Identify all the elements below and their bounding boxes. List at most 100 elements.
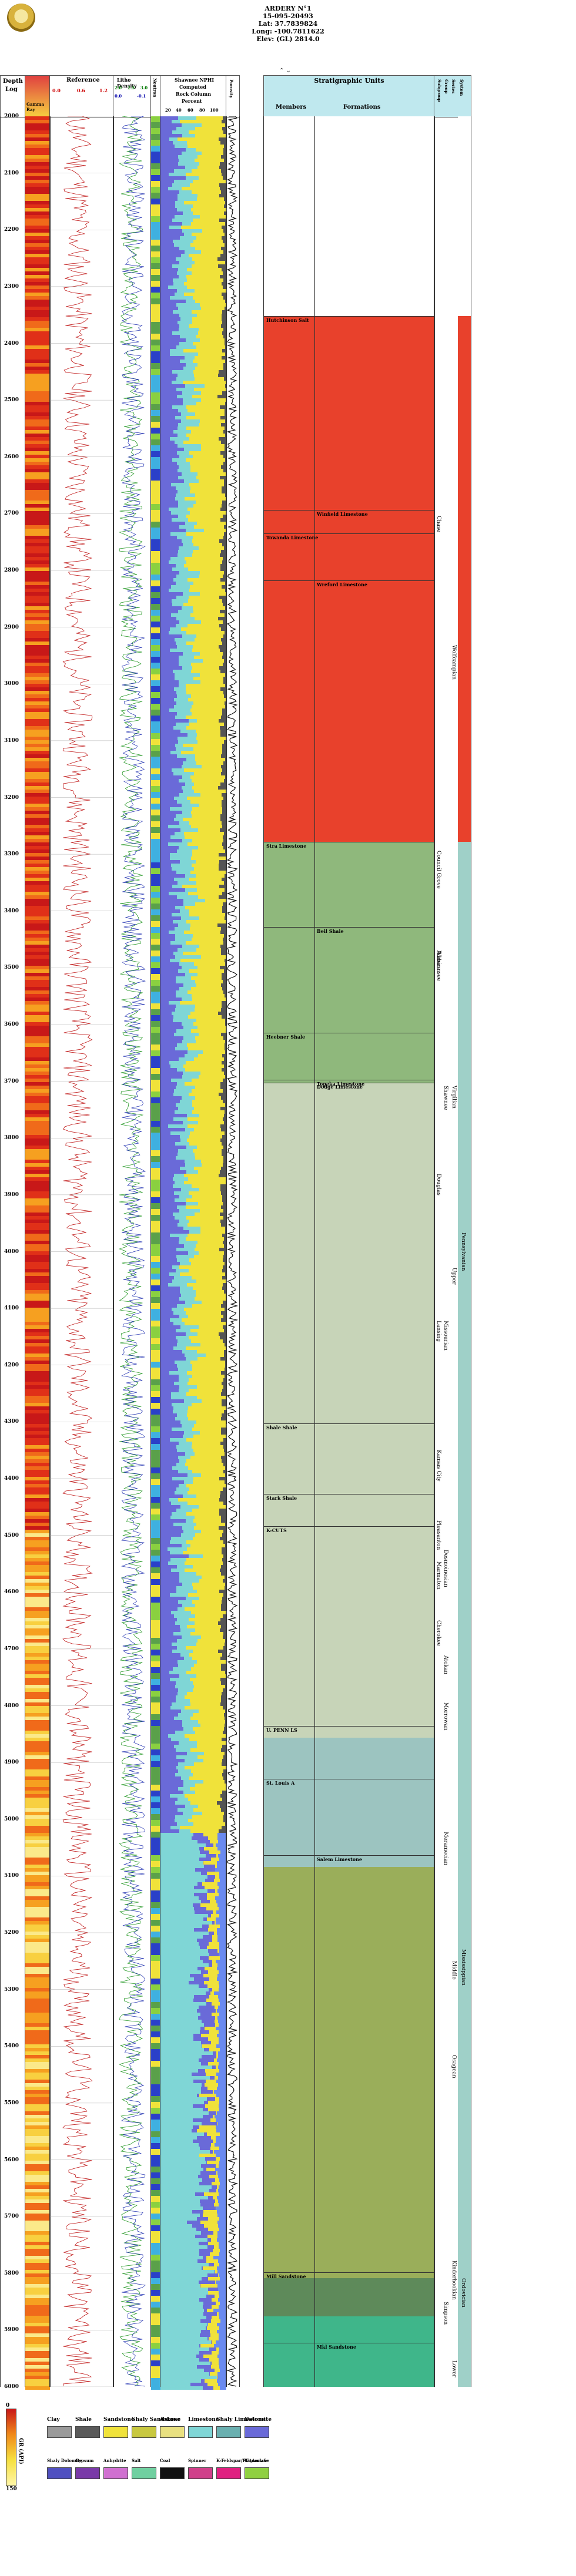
rock-segment — [160, 663, 179, 666]
rock-segment — [197, 2175, 209, 2178]
rock-segment — [160, 2351, 200, 2355]
rock-segment — [160, 1741, 179, 1745]
rock-segment — [223, 990, 226, 994]
rock-segment — [206, 1999, 219, 2002]
rock-segment — [216, 2302, 220, 2305]
rock-segment — [193, 1822, 225, 1826]
neutron-band — [151, 1467, 160, 1473]
rock-segment — [217, 2122, 226, 2125]
gamma-band — [25, 2235, 50, 2238]
rock-segment — [223, 367, 226, 370]
neutron-band — [151, 2031, 160, 2037]
rock-segment — [160, 1283, 168, 1287]
rock-segment — [193, 1480, 225, 1484]
chevron-down-icon[interactable]: ⌄ — [286, 68, 291, 74]
rock-segment — [219, 2069, 226, 2073]
neutron-band — [151, 1949, 160, 1955]
chevron-up-icon[interactable]: ⌃ — [279, 68, 284, 74]
neutron-band — [151, 152, 160, 157]
rock-segment — [160, 1928, 194, 1932]
rock-segment — [177, 881, 197, 885]
gamma-band — [25, 927, 50, 931]
rock-segment — [225, 300, 226, 303]
rock-segment — [160, 2087, 202, 2090]
rock-segment — [160, 2094, 197, 2097]
rock-segment — [160, 1784, 183, 1787]
rock-segment — [160, 511, 172, 515]
gamma-band — [25, 666, 50, 670]
rock-segment — [171, 1403, 192, 1406]
rock-row — [160, 1403, 226, 1406]
rock-segment — [225, 1586, 226, 1590]
rock-segment — [216, 2009, 217, 2013]
rock-segment — [199, 652, 223, 656]
rock-row — [160, 2094, 226, 2097]
nav-arrows[interactable]: ⌃ ⌄ — [267, 68, 303, 74]
rock-segment — [221, 1008, 226, 1012]
rock-segment — [206, 2256, 214, 2259]
rock-row — [160, 923, 226, 927]
rock-segment — [220, 1082, 226, 1086]
gamma-band — [25, 571, 50, 575]
rock-segment — [160, 2203, 200, 2206]
strat-unit-label: Beil Shale — [317, 928, 344, 934]
rock-segment — [179, 190, 192, 194]
neutron-band — [151, 1039, 160, 1044]
strat-boundary — [264, 927, 434, 928]
neutron-band — [151, 304, 160, 310]
gamma-band — [25, 1114, 50, 1117]
rock-segment — [160, 518, 172, 522]
rock-row — [160, 1544, 226, 1547]
neutron-band — [151, 1044, 160, 1050]
rock-row — [160, 1389, 226, 1392]
rock-segment — [175, 677, 194, 680]
rock-row — [160, 2249, 226, 2252]
rock-row — [160, 751, 226, 754]
rock-segment — [222, 349, 226, 352]
rock-segment — [219, 437, 226, 441]
rock-segment — [175, 497, 185, 501]
rock-segment — [218, 1988, 226, 1991]
rock-segment — [198, 479, 224, 483]
rock-segment — [172, 370, 194, 374]
rock-segment — [220, 162, 226, 166]
rock-segment — [181, 1022, 193, 1026]
neutron-band — [151, 2319, 160, 2325]
rock-segment — [185, 1311, 222, 1315]
neutron-band — [151, 1279, 160, 1285]
rock-segment — [220, 1794, 226, 1798]
gamma-band — [25, 2238, 50, 2242]
rock-segment — [185, 522, 197, 525]
strat-band — [264, 2278, 434, 2316]
rock-segment — [224, 342, 226, 345]
neutron-band — [151, 287, 160, 293]
neutron-band — [151, 1814, 160, 1820]
gamma-band — [25, 1635, 50, 1639]
pct-80: 80 — [199, 108, 205, 113]
gamma-band — [25, 761, 50, 765]
gamma-band — [25, 596, 50, 599]
rock-segment — [160, 187, 169, 190]
rock-segment — [160, 1343, 178, 1346]
neutron-band — [151, 492, 160, 498]
rock-segment — [221, 1428, 226, 1431]
rock-row — [160, 1378, 226, 1382]
rock-segment — [191, 712, 222, 716]
rock-segment — [221, 1304, 226, 1308]
rock-segment — [203, 2101, 209, 2104]
rock-segment — [225, 261, 227, 264]
rock-segment — [223, 677, 226, 680]
rock-segment — [160, 479, 184, 483]
rock-segment — [174, 1089, 192, 1093]
rock-segment — [176, 701, 193, 705]
rock-segment — [174, 1819, 188, 1822]
neutron-band — [151, 686, 160, 692]
gamma-band — [25, 1389, 50, 1392]
neutron-band — [151, 1344, 160, 1350]
rock-segment — [209, 2048, 220, 2051]
rock-segment — [208, 2037, 219, 2041]
rock-segment — [184, 835, 223, 839]
rock-segment — [160, 1755, 176, 1759]
rock-segment — [160, 490, 178, 493]
neutron-band — [151, 933, 160, 939]
